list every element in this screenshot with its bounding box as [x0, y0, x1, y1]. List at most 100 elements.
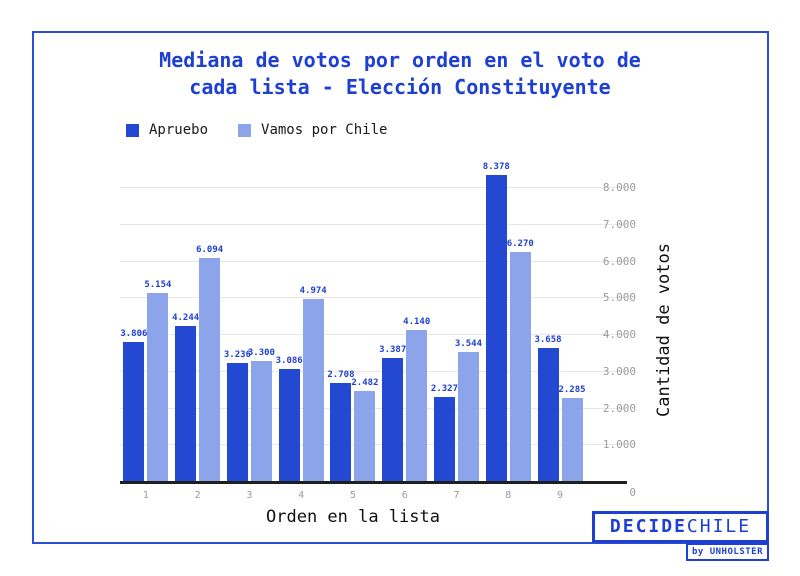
- bar-apruebo-3: 3.236: [224, 350, 251, 482]
- bar-value-label: 4.140: [403, 317, 431, 327]
- bar-vamos-por-chile-5: 2.482: [351, 378, 378, 482]
- x-tick-label-2: 2: [194, 490, 201, 501]
- bar-apruebo-2: 4.244: [172, 313, 199, 482]
- bar-fill: [199, 258, 221, 482]
- gridline-5000: [120, 297, 626, 299]
- bar-fill: [226, 363, 248, 482]
- bar-apruebo-5: 2.708: [327, 370, 354, 482]
- bar-group-5: 2.708 2.482 5: [327, 170, 378, 501]
- x-tick-label-4: 4: [298, 490, 305, 501]
- bar-apruebo-8: 8.378: [483, 162, 510, 482]
- bar-fill: [509, 251, 531, 482]
- legend-swatch-vamos-por-chile: [238, 123, 252, 137]
- bar-vamos-por-chile-2: 6.094: [196, 245, 223, 482]
- bar-apruebo-6: 3.387: [379, 345, 406, 482]
- brand-byline: by UNHOLSTER: [685, 543, 769, 561]
- legend: Apruebo Vamos por Chile: [126, 122, 387, 138]
- bar-fill: [147, 292, 169, 482]
- bar-apruebo-7: 2.327: [431, 384, 458, 482]
- bar-value-label: 4.244: [172, 313, 200, 324]
- bar-apruebo-9: 3.658: [534, 335, 562, 482]
- bar-group-2: 4.244 6.094 2: [172, 170, 223, 501]
- bar-vamos-por-chile-6: 4.140: [403, 317, 430, 482]
- y-tick-label-2000: 2.000: [602, 401, 636, 415]
- bar-fill: [433, 396, 455, 482]
- bar-value-label: 8.378: [482, 161, 510, 172]
- gridline-3000: [120, 370, 626, 372]
- y-tick-label-8000: 8.000: [602, 181, 636, 195]
- bar-vamos-por-chile-8: 6.270: [507, 239, 534, 482]
- x-tick-label-7: 7: [453, 490, 460, 501]
- bar-value-label: 3.544: [454, 338, 483, 349]
- bar-value-label: 3.387: [379, 344, 407, 355]
- bar-vamos-por-chile-4: 4.974: [300, 286, 327, 482]
- y-axis-title: Cantidad de votos: [654, 243, 674, 417]
- bar-value-label: 3.086: [275, 355, 303, 366]
- bar-vamos-por-chile-7: 3.544: [455, 339, 482, 482]
- brand-name-light: CHILE: [686, 516, 752, 537]
- y-tick-label-6000: 6.000: [602, 254, 636, 268]
- bar-apruebo-4: 3.086: [276, 356, 303, 482]
- chart-title: Mediana de votos por orden en el voto de…: [0, 47, 800, 101]
- legend-item-apruebo: Apruebo: [126, 122, 208, 138]
- bar-groups: 3.806 5.154 1 4.244 6.094 2 3.236 3.300 3 3.086 4.…: [120, 162, 586, 502]
- legend-swatch-apruebo: [126, 123, 139, 137]
- bar-fill: [485, 174, 507, 482]
- bar-apruebo-1: 3.806: [120, 329, 147, 482]
- bar-fill: [406, 330, 428, 482]
- bar-value-label: 3.300: [247, 347, 275, 358]
- bar-group-9: 3.658 2.285 9: [534, 170, 586, 501]
- legend-label-apruebo: Apruebo: [149, 122, 209, 138]
- bar-fill: [457, 351, 479, 482]
- bar-value-label: 2.285: [558, 385, 586, 396]
- bar-group-8: 8.378 6.270 8: [483, 162, 534, 502]
- y-tick-label-3000: 3.000: [602, 364, 636, 378]
- legend-label-vamos-por-chile: Vamos por Chile: [261, 122, 388, 138]
- x-tick-label-9: 9: [556, 490, 564, 501]
- bar-value-label: 2.708: [327, 369, 355, 380]
- brand-logo: DECIDE CHILE by UNHOLSTER: [592, 511, 769, 561]
- bar-fill: [250, 360, 272, 482]
- bar-fill: [354, 390, 376, 482]
- x-tick-label-1: 1: [142, 490, 149, 501]
- bar-value-label: 2.327: [430, 383, 459, 394]
- brand-logo-box: DECIDE CHILE: [592, 511, 769, 543]
- bar-group-4: 3.086 4.974 4: [276, 170, 327, 501]
- x-tick-label-3: 3: [246, 490, 253, 501]
- y-tick-label-0: 0: [629, 486, 636, 499]
- x-axis-title: Orden en la lista: [266, 507, 440, 527]
- bar-fill: [302, 299, 324, 482]
- gridline-7000: [120, 224, 626, 226]
- x-tick-label-6: 6: [401, 490, 408, 501]
- plot-area: 3.806 5.154 1 4.244 6.094 2 3.236 3.300 3 3.086 4.…: [120, 162, 626, 502]
- y-tick-label-1000: 1.000: [602, 438, 636, 452]
- bar-value-label: 6.094: [196, 245, 224, 256]
- bar-value-label: 3.658: [534, 334, 562, 345]
- x-tick-label-8: 8: [505, 490, 512, 501]
- bar-fill: [330, 382, 352, 482]
- bar-fill: [382, 357, 404, 482]
- bar-value-label: 5.154: [144, 279, 172, 290]
- gridline-4000: [120, 334, 626, 336]
- brand-name-bold: DECIDE: [609, 516, 687, 537]
- bar-value-label: 3.806: [120, 329, 148, 340]
- chart-title-line2: cada lista - Elección Constituyente: [189, 75, 611, 99]
- bar-vamos-por-chile-1: 5.154: [144, 280, 171, 482]
- y-tick-label-4000: 4.000: [602, 328, 636, 342]
- bar-fill: [123, 342, 145, 482]
- bar-fill: [278, 368, 300, 482]
- bar-value-label: 3.236: [223, 350, 251, 361]
- legend-item-vamos-por-chile: Vamos por Chile: [238, 122, 387, 138]
- y-tick-label-5000: 5.000: [602, 291, 636, 305]
- bar-group-3: 3.236 3.300 3: [224, 170, 275, 501]
- bar-group-1: 3.806 5.154 1: [120, 170, 171, 501]
- bar-fill: [561, 398, 583, 482]
- bar-vamos-por-chile-3: 3.300: [248, 348, 275, 482]
- bar-vamos-por-chile-9: 2.285: [558, 385, 586, 482]
- gridline-6000: [120, 260, 626, 262]
- bar-fill: [175, 326, 197, 482]
- page-border: [32, 31, 769, 544]
- gridline-8000: [120, 187, 626, 189]
- y-tick-label-7000: 7.000: [602, 218, 636, 232]
- bar-value-label: 6.270: [506, 238, 534, 249]
